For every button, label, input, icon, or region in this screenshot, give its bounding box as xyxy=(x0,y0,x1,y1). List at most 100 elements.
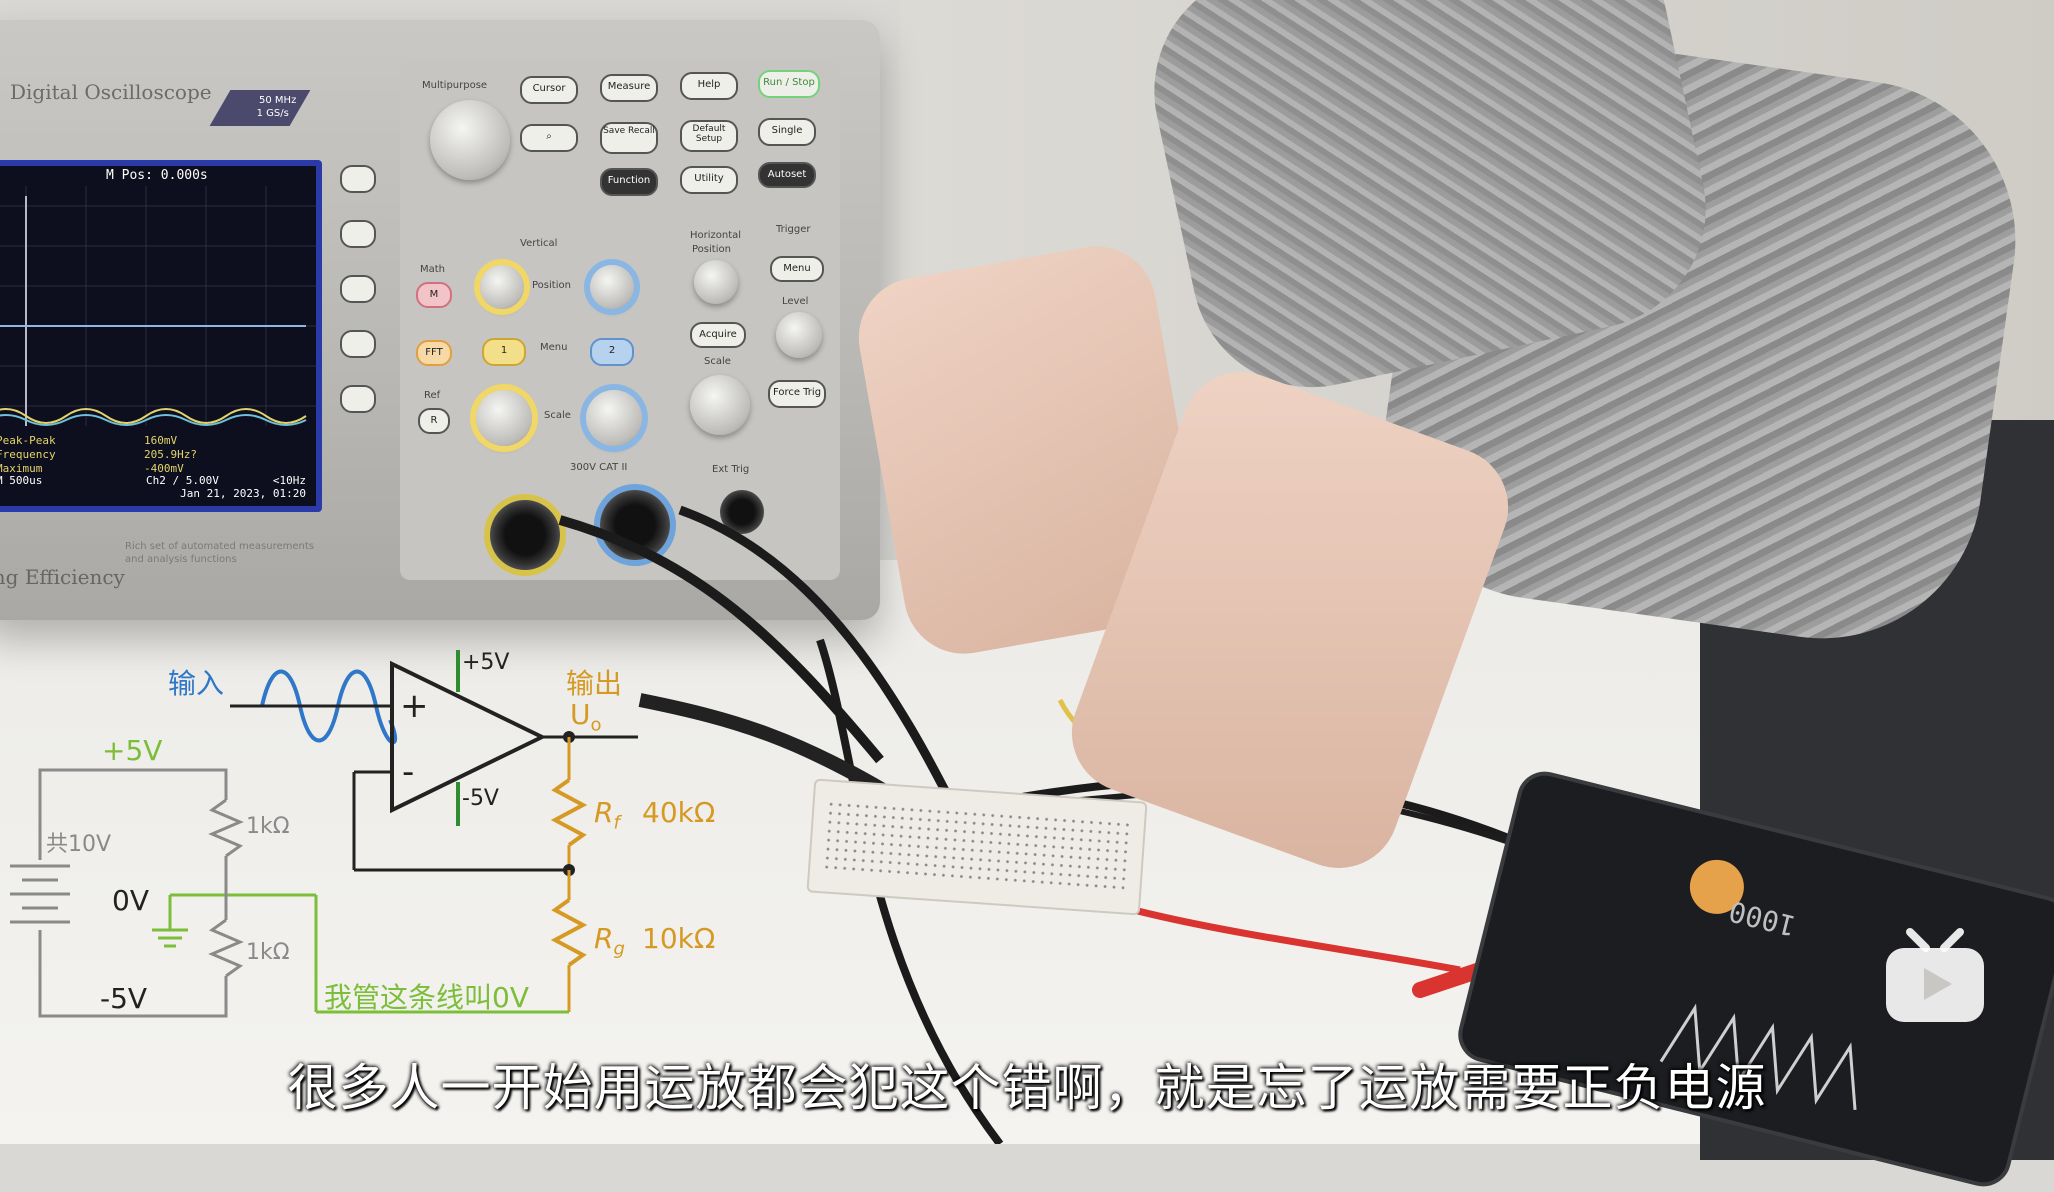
noninverting-input-sign: + xyxy=(400,686,429,726)
save-recall-button[interactable]: Save Recall xyxy=(600,122,658,154)
fft-button[interactable]: FFT xyxy=(416,340,452,366)
uo-symbol: U xyxy=(570,698,591,731)
rf-subscript: f xyxy=(613,812,620,834)
rf-symbol: Rf xyxy=(594,796,620,834)
meas-label: Maximum xyxy=(0,462,43,475)
cat-label: 300V CAT II xyxy=(570,462,628,473)
trigger-label: Trigger xyxy=(776,224,811,235)
meas-value: -400mV xyxy=(144,462,184,475)
minus5-supply-pin: -5V xyxy=(462,786,499,811)
h-position-knob[interactable] xyxy=(694,260,738,304)
output-label: 输出 xyxy=(566,667,623,700)
ref-button[interactable]: R xyxy=(418,408,450,434)
force-trig-button[interactable]: Force Trig xyxy=(768,380,826,408)
input-label: 输入 xyxy=(168,667,225,700)
level-label: Level xyxy=(782,296,809,307)
scope-tagline: Rich set of automated measurements and a… xyxy=(125,541,314,565)
date-readout: Jan 21, 2023, 01:20 xyxy=(180,487,306,500)
freq-readout: <10Hz xyxy=(272,474,306,487)
rg-letter: R xyxy=(594,922,614,955)
uo-label: Uo xyxy=(570,698,602,736)
waveform-display xyxy=(0,186,316,426)
rg-subscript: g xyxy=(613,938,625,960)
h-position-label: Position xyxy=(692,244,731,255)
multipurpose-knob[interactable] xyxy=(430,100,510,180)
zoom-button[interactable]: ⌕ xyxy=(520,124,578,152)
ch2-menu-button[interactable]: 2 xyxy=(590,338,634,366)
ref-label: Ref xyxy=(424,390,441,401)
trigger-level-knob[interactable] xyxy=(776,312,822,358)
softkey-2[interactable] xyxy=(340,220,376,248)
vertical-label: Vertical xyxy=(520,238,558,249)
meas-row: Peak-Peak 160mV xyxy=(0,434,177,448)
math-label: Math xyxy=(420,264,446,275)
menu-label: Menu xyxy=(540,342,568,353)
supply-zero-label: 0V xyxy=(112,884,149,917)
scope-brand: Digital Oscilloscope xyxy=(10,80,212,104)
scale-label: Scale xyxy=(544,410,571,421)
meas-label: Peak-Peak xyxy=(0,434,56,447)
softkey-3[interactable] xyxy=(340,275,376,303)
uo-subscript: o xyxy=(590,714,602,736)
meas-value: 205.9Hz? xyxy=(144,448,197,461)
control-panel: Multipurpose Cursor Measure Help Run / S… xyxy=(400,60,840,580)
video-subtitle: 很多人一开始用运放都会犯这个错啊，就是忘了运放需要正负电源 xyxy=(287,1059,1767,1117)
inverting-input-sign: - xyxy=(402,752,415,792)
help-button[interactable]: Help xyxy=(680,72,738,100)
cursor-button[interactable]: Cursor xyxy=(520,76,578,104)
scope-slogan: ling Efficiency xyxy=(0,565,125,589)
utility-button[interactable]: Utility xyxy=(680,166,738,194)
bilibili-tv-icon xyxy=(1886,928,1984,1022)
single-button[interactable]: Single xyxy=(758,118,816,146)
default-setup-button[interactable]: Default Setup xyxy=(680,120,738,152)
supply-plus5-label: +5V xyxy=(102,734,163,767)
rf-value: 40kΩ xyxy=(642,796,716,829)
h-scale-label: Scale xyxy=(704,356,731,367)
supply-minus5-label: -5V xyxy=(100,982,148,1015)
rg-symbol: Rg xyxy=(594,922,625,960)
softkey-4[interactable] xyxy=(340,330,376,358)
oscilloscope: Digital Oscilloscope 50 MHz 1 GS/s M Pos… xyxy=(0,20,880,620)
meas-row: Maximum -400mV xyxy=(0,462,184,476)
divider-r1-label: 1kΩ xyxy=(246,814,290,839)
acquire-button[interactable]: Acquire xyxy=(690,322,746,348)
timebase-readout: M 500us xyxy=(0,474,43,487)
meas-value: 160mV xyxy=(144,434,178,447)
ch1-scale-knob[interactable] xyxy=(476,390,532,446)
screen-status-bar: M 500us Ch2 / 5.00V <10Hz Jan 21, 2023, … xyxy=(0,474,306,500)
rf-letter: R xyxy=(594,796,614,829)
ch2-readout: Ch2 / 5.00V xyxy=(146,474,219,487)
ch2-scale-knob[interactable] xyxy=(586,390,642,446)
divider-r2-label: 1kΩ xyxy=(246,940,290,965)
supply-total-label: 共10V xyxy=(46,832,112,857)
rg-value: 10kΩ xyxy=(642,922,716,955)
scope-screen: M Pos: 0.000s Peak-Peak 160mV Frequency 20… xyxy=(0,160,322,512)
measure-button[interactable]: Measure xyxy=(600,74,658,102)
softkey-5[interactable] xyxy=(340,385,376,413)
meas-label: Frequency xyxy=(0,448,56,461)
multipurpose-label: Multipurpose xyxy=(422,80,488,91)
measurements-panel: Peak-Peak 160mV Frequency 205.9Hz? Maximum… xyxy=(0,434,197,476)
autoset-button[interactable]: Autoset xyxy=(758,162,816,188)
ch1-menu-button[interactable]: 1 xyxy=(482,338,526,366)
ch1-input-connector[interactable] xyxy=(490,500,560,570)
run-stop-button[interactable]: Run / Stop xyxy=(758,70,820,98)
softkey-1[interactable] xyxy=(340,165,376,193)
zero-volt-note: 我管这条线叫0V xyxy=(324,981,529,1014)
function-button[interactable]: Function xyxy=(600,168,658,196)
h-scale-knob[interactable] xyxy=(690,375,750,435)
smartphone: 1000 xyxy=(1452,765,2054,1192)
ext-trig-label: Ext Trig xyxy=(712,464,750,475)
ch1-position-knob[interactable] xyxy=(480,265,524,309)
phone-waveform xyxy=(1659,1003,1857,1111)
trigger-menu-button[interactable]: Menu xyxy=(770,256,824,282)
breadboard xyxy=(806,778,1148,916)
horizontal-label: Horizontal xyxy=(690,230,742,241)
video-frame: Digital Oscilloscope 50 MHz 1 GS/s M Pos… xyxy=(0,0,2054,1144)
ch2-position-knob[interactable] xyxy=(590,265,634,309)
screen-mpos: M Pos: 0.000s xyxy=(106,168,208,183)
plus5-supply-pin: +5V xyxy=(462,650,510,675)
meas-row: Frequency 205.9Hz? xyxy=(0,448,197,462)
position-label: Position xyxy=(532,280,571,291)
math-button[interactable]: M xyxy=(416,282,452,308)
